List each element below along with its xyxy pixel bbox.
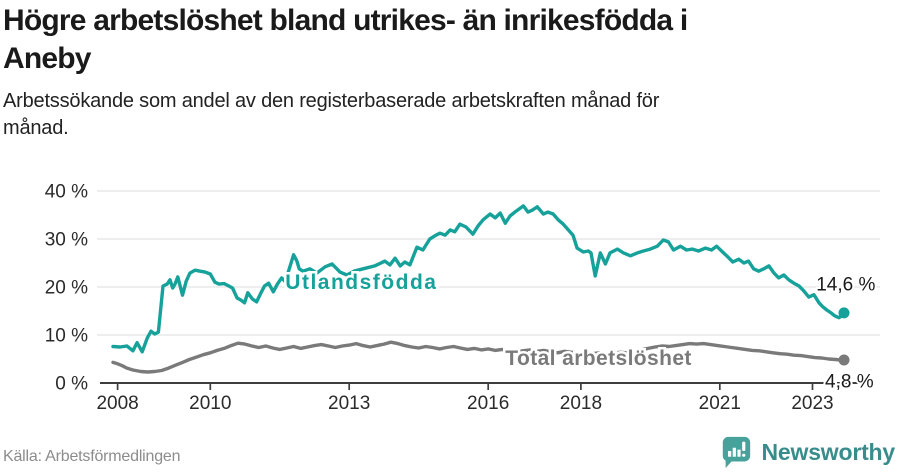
- x-tick-label: 2018: [560, 393, 602, 414]
- series-label-total: Total arbetslöshet: [505, 347, 692, 370]
- series-line-utlandsfodda: [111, 204, 846, 354]
- page-title-line2: Aneby: [3, 42, 91, 75]
- brand-name: Newsworthy: [761, 438, 896, 465]
- series-end-dot-total: [838, 354, 850, 366]
- page-title: Högre arbetslöshet bland utrikes- än inr…: [3, 2, 897, 78]
- x-tick-label: 2008: [96, 393, 138, 414]
- chart-subtitle-line1: Arbetssökande som andel av den registerb…: [3, 90, 660, 112]
- x-tick-label: 2023: [791, 393, 833, 414]
- series-line-total: [111, 340, 846, 374]
- page-title-line1: Högre arbetslöshet bland utrikes- än inr…: [3, 4, 688, 37]
- end-value-label-total: 4,8 %: [825, 371, 874, 392]
- series-end-dot-utlandsfodda: [838, 307, 850, 319]
- source-note: Källa: Arbetsförmedlingen: [3, 448, 181, 465]
- y-tick-label: 20 %: [45, 278, 88, 299]
- x-tick-label: 2016: [467, 393, 509, 414]
- end-value-label-utlandsfodda: 14,6 %: [816, 274, 875, 295]
- series-label-utlandsfodda: Utlandsfödda: [285, 271, 437, 294]
- y-tick-label: 10 %: [45, 326, 88, 347]
- newsworthy-bubble-chart-icon: [722, 436, 750, 469]
- logo-bar-chart-glyph: [727, 441, 745, 457]
- x-tick-label: 2010: [189, 393, 231, 414]
- chart-subtitle-line2: månad.: [3, 117, 69, 139]
- y-tick-label: 40 %: [45, 182, 88, 203]
- x-tick-label: 2021: [699, 393, 741, 414]
- y-tick-label: 0 %: [55, 374, 88, 395]
- x-tick-label: 2013: [328, 393, 370, 414]
- newsworthy-logo: Newsworthy: [719, 435, 895, 469]
- y-tick-label: 30 %: [45, 230, 88, 251]
- chart-subtitle: Arbetssökande som andel av den registerb…: [3, 88, 743, 142]
